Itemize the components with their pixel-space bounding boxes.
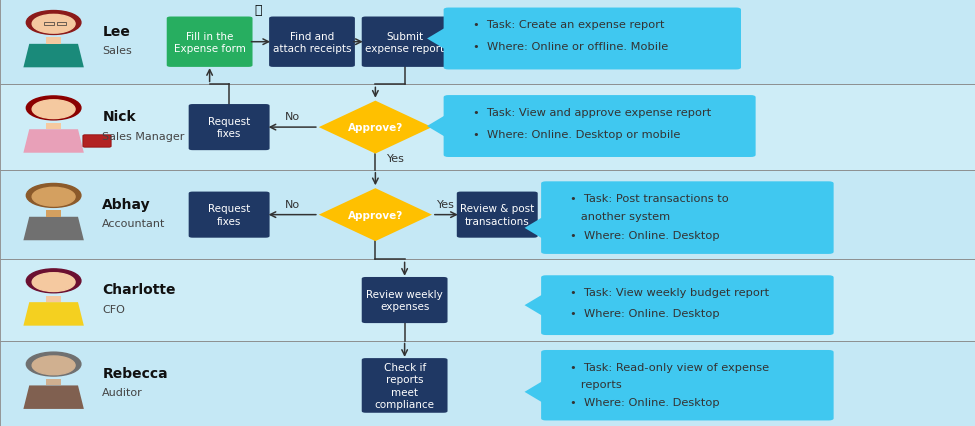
Text: Accountant: Accountant bbox=[102, 219, 166, 229]
Polygon shape bbox=[319, 101, 432, 154]
FancyBboxPatch shape bbox=[0, 0, 975, 85]
Polygon shape bbox=[23, 302, 84, 326]
Polygon shape bbox=[427, 114, 449, 139]
Polygon shape bbox=[23, 217, 84, 241]
Text: Sales Manager: Sales Manager bbox=[102, 131, 184, 141]
Text: reports: reports bbox=[570, 380, 622, 389]
Text: another system: another system bbox=[570, 212, 671, 222]
Text: Review weekly
expenses: Review weekly expenses bbox=[367, 289, 443, 311]
Text: •  Task: View and approve expense report: • Task: View and approve expense report bbox=[473, 107, 711, 117]
Text: Find and
attach receipts: Find and attach receipts bbox=[273, 32, 351, 54]
Text: No: No bbox=[285, 112, 300, 122]
FancyBboxPatch shape bbox=[0, 260, 975, 341]
Circle shape bbox=[32, 188, 75, 207]
Text: Fill in the
Expense form: Fill in the Expense form bbox=[174, 32, 246, 54]
Polygon shape bbox=[46, 124, 61, 130]
Circle shape bbox=[26, 12, 81, 35]
Bar bbox=[44, 23, 54, 26]
Text: Sales: Sales bbox=[102, 46, 133, 56]
Text: •  Where: Online or offline. Mobile: • Where: Online or offline. Mobile bbox=[473, 43, 668, 52]
Polygon shape bbox=[525, 293, 546, 318]
FancyBboxPatch shape bbox=[541, 182, 834, 254]
Polygon shape bbox=[23, 386, 84, 409]
FancyBboxPatch shape bbox=[362, 277, 448, 323]
FancyBboxPatch shape bbox=[362, 358, 448, 413]
FancyBboxPatch shape bbox=[541, 276, 834, 335]
Polygon shape bbox=[23, 130, 84, 153]
Polygon shape bbox=[525, 379, 546, 405]
FancyBboxPatch shape bbox=[0, 85, 975, 170]
FancyBboxPatch shape bbox=[444, 96, 756, 158]
Polygon shape bbox=[46, 211, 61, 217]
Text: Auditor: Auditor bbox=[102, 387, 143, 397]
Polygon shape bbox=[525, 216, 546, 241]
Polygon shape bbox=[46, 296, 61, 302]
Circle shape bbox=[26, 352, 81, 376]
Text: Check if
reports
meet
compliance: Check if reports meet compliance bbox=[374, 362, 435, 409]
Circle shape bbox=[32, 356, 75, 375]
Text: Yes: Yes bbox=[387, 154, 405, 164]
Polygon shape bbox=[46, 38, 61, 45]
Circle shape bbox=[26, 184, 81, 208]
Text: •  Where: Online. Desktop: • Where: Online. Desktop bbox=[570, 230, 720, 240]
Text: CFO: CFO bbox=[102, 304, 125, 314]
Text: Charlotte: Charlotte bbox=[102, 283, 176, 296]
Text: •  Task: Create an expense report: • Task: Create an expense report bbox=[473, 20, 664, 30]
Circle shape bbox=[32, 273, 75, 292]
Text: Rebecca: Rebecca bbox=[102, 366, 168, 380]
Text: •  Task: View weekly budget report: • Task: View weekly budget report bbox=[570, 287, 769, 297]
FancyBboxPatch shape bbox=[83, 135, 111, 148]
Circle shape bbox=[32, 101, 75, 119]
FancyBboxPatch shape bbox=[444, 9, 741, 70]
Text: •  Task: Post transactions to: • Task: Post transactions to bbox=[570, 193, 729, 203]
Text: •  Where: Online. Desktop: • Where: Online. Desktop bbox=[570, 308, 720, 318]
Polygon shape bbox=[319, 189, 432, 242]
Text: Lee: Lee bbox=[102, 25, 131, 39]
Text: •  Where: Online. Desktop or mobile: • Where: Online. Desktop or mobile bbox=[473, 130, 681, 140]
Text: Review & post
transactions: Review & post transactions bbox=[460, 204, 534, 226]
FancyBboxPatch shape bbox=[167, 17, 253, 68]
FancyBboxPatch shape bbox=[188, 192, 269, 238]
FancyBboxPatch shape bbox=[456, 192, 538, 238]
FancyBboxPatch shape bbox=[269, 17, 355, 68]
FancyBboxPatch shape bbox=[0, 170, 975, 260]
Text: No: No bbox=[285, 199, 300, 210]
Circle shape bbox=[26, 269, 81, 293]
FancyBboxPatch shape bbox=[541, 350, 834, 420]
Text: Submit
expense report: Submit expense report bbox=[365, 32, 445, 54]
Text: Abhay: Abhay bbox=[102, 198, 151, 211]
Text: Approve?: Approve? bbox=[348, 123, 403, 133]
Text: Request
fixes: Request fixes bbox=[208, 204, 251, 226]
Polygon shape bbox=[46, 379, 61, 386]
FancyBboxPatch shape bbox=[188, 105, 269, 151]
Text: Nick: Nick bbox=[102, 110, 136, 124]
Text: •  Task: Read-only view of expense: • Task: Read-only view of expense bbox=[570, 362, 769, 371]
Circle shape bbox=[26, 97, 81, 121]
Circle shape bbox=[32, 15, 75, 34]
Polygon shape bbox=[427, 26, 449, 52]
Text: Approve?: Approve? bbox=[348, 210, 403, 220]
Text: Request
fixes: Request fixes bbox=[208, 117, 251, 139]
Polygon shape bbox=[23, 45, 84, 68]
FancyBboxPatch shape bbox=[362, 17, 448, 68]
FancyBboxPatch shape bbox=[0, 341, 975, 426]
Text: Yes: Yes bbox=[438, 199, 455, 210]
Text: 📱: 📱 bbox=[254, 4, 262, 17]
Bar bbox=[57, 23, 66, 26]
Text: •  Where: Online. Desktop: • Where: Online. Desktop bbox=[570, 397, 720, 407]
